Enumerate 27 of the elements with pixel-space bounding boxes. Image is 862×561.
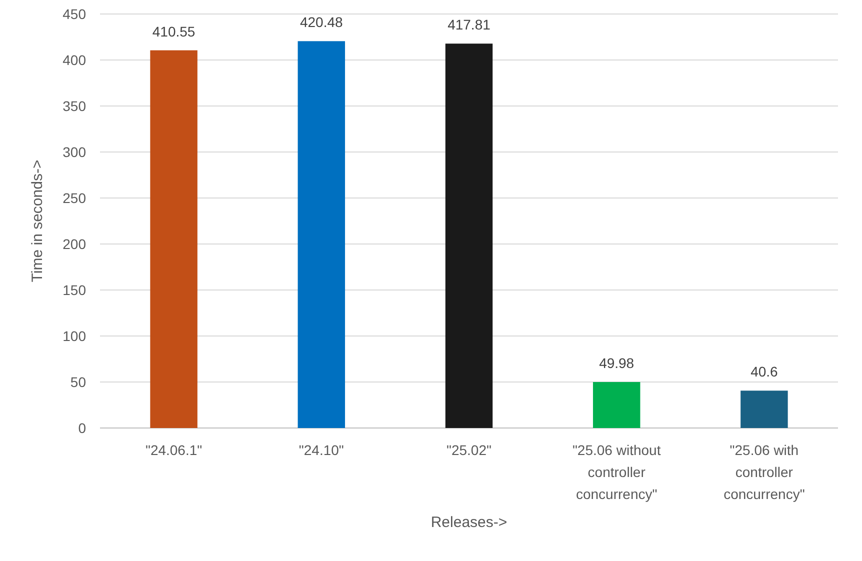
y-tick-label: 50 [70, 374, 86, 390]
y-tick-label: 200 [62, 236, 86, 252]
x-tick-label: "24.06.1" [145, 442, 202, 458]
y-tick-label: 350 [62, 98, 86, 114]
bar [740, 390, 788, 428]
x-tick-label: "25.06 with controller concurrency" [724, 442, 805, 502]
x-tick-label: "25.02" [446, 442, 492, 458]
y-axis-title: Time in seconds-> [29, 160, 46, 282]
data-label: 49.98 [599, 355, 634, 372]
x-tick-label: "25.06 without controller concurrency" [572, 442, 661, 502]
y-tick-label: 150 [62, 282, 86, 298]
y-tick-label: 450 [62, 6, 86, 22]
x-tick-label: "24.10" [298, 442, 344, 458]
bar [592, 382, 640, 428]
y-tick-label: 250 [62, 190, 86, 206]
bar [298, 41, 346, 428]
data-label: 410.55 [152, 23, 196, 40]
x-axis-title: Releases-> [430, 514, 508, 531]
y-tick-label: 0 [78, 420, 86, 436]
y-tick-label: 100 [62, 328, 86, 344]
data-label: 420.48 [300, 14, 344, 30]
bar [445, 44, 493, 428]
bar [150, 50, 198, 428]
y-tick-label: 400 [62, 52, 86, 68]
data-label: 417.81 [448, 16, 491, 33]
y-tick-label: 300 [62, 144, 86, 160]
data-label: 40.6 [750, 364, 778, 380]
